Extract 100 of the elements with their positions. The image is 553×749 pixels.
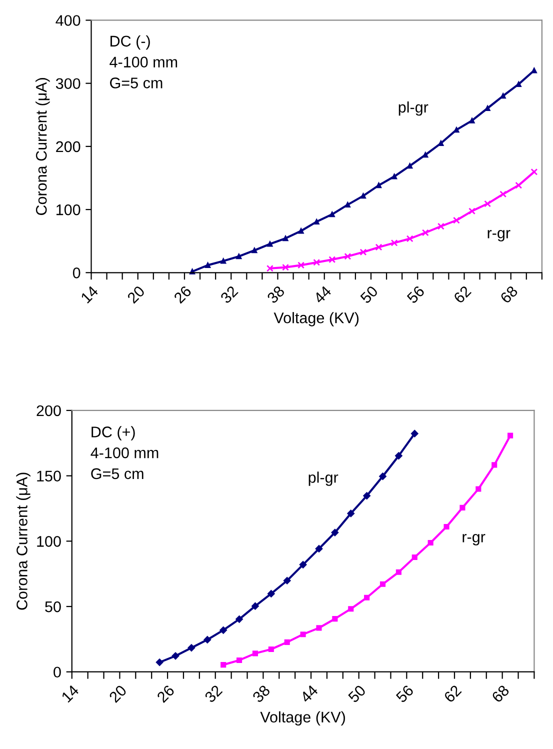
point	[515, 182, 522, 189]
point	[344, 202, 350, 208]
point	[468, 208, 476, 215]
x-tick-label: 32	[204, 684, 223, 704]
point	[332, 616, 338, 622]
x-tick-label: 68	[500, 285, 518, 304]
x-tick-label: 26	[156, 684, 175, 704]
series-label: r-gr	[462, 534, 486, 546]
point	[410, 430, 418, 438]
point	[348, 606, 354, 612]
point	[363, 492, 370, 500]
y-tick-label: 100	[56, 204, 80, 216]
point	[268, 646, 274, 652]
x-tick-label: 56	[395, 684, 414, 704]
annotation: DC (+) 4-100 mm G=5 cm	[90, 426, 158, 480]
point	[476, 486, 482, 492]
point	[360, 248, 367, 256]
point	[316, 625, 322, 631]
point	[406, 235, 414, 242]
point	[438, 140, 444, 146]
point	[282, 264, 289, 271]
x-tick-label: 56	[406, 285, 426, 304]
point	[220, 662, 226, 668]
point	[428, 540, 434, 546]
point	[500, 190, 507, 198]
point	[395, 452, 402, 460]
point	[530, 168, 538, 176]
x-tick-label: 20	[126, 285, 146, 304]
point	[172, 652, 180, 660]
point	[492, 462, 498, 468]
x-tick-label: 38	[252, 684, 271, 704]
x-tick-label: 62	[453, 285, 472, 304]
point	[205, 262, 211, 268]
x-tick-label: 44	[312, 285, 332, 304]
point	[298, 262, 305, 269]
y-tick-label: 0	[54, 666, 61, 678]
point	[299, 561, 307, 568]
point	[364, 594, 370, 600]
x-tick-label: 32	[220, 285, 239, 304]
y-tick-label: 50	[45, 601, 61, 612]
point	[252, 650, 258, 656]
point	[390, 239, 398, 246]
point	[268, 590, 275, 598]
x-axis-title: Voltage (KV)	[274, 312, 359, 326]
point	[314, 218, 320, 224]
point	[220, 626, 227, 634]
point	[283, 576, 291, 584]
point	[188, 644, 196, 652]
point	[380, 581, 386, 587]
x-tick-label: 50	[348, 684, 366, 704]
point	[412, 554, 418, 560]
point	[347, 510, 355, 518]
y-tick-label: 300	[56, 78, 80, 90]
point	[252, 602, 259, 610]
point	[452, 216, 460, 224]
point	[300, 632, 306, 638]
point	[375, 244, 382, 251]
x-tick-label: 14	[80, 285, 99, 304]
x-tick-label: 50	[360, 285, 378, 304]
x-axis-title: Voltage (KV)	[260, 711, 345, 726]
series-label: r-gr	[488, 230, 510, 242]
point	[204, 636, 212, 644]
x-tick-label: 26	[173, 285, 192, 304]
y-tick-label: 400	[56, 15, 80, 26]
point	[328, 256, 336, 264]
x-tick-label: 62	[443, 684, 462, 704]
point	[236, 657, 242, 663]
point	[266, 264, 274, 272]
y-axis-title: Corona Current (μA)	[16, 472, 30, 610]
y-tick-label: 0	[72, 268, 80, 278]
point	[396, 569, 402, 575]
y-tick-label: 200	[36, 405, 61, 416]
point	[437, 222, 444, 230]
point	[156, 658, 164, 666]
point	[422, 229, 429, 236]
y-tick-label: 200	[56, 141, 80, 152]
y-tick-label: 100	[37, 536, 61, 547]
series-label: pl-gr	[398, 101, 428, 116]
x-tick-label: 20	[108, 684, 128, 704]
x-tick-label: 44	[300, 684, 319, 704]
point	[379, 472, 386, 480]
point	[484, 105, 490, 112]
point	[444, 524, 450, 530]
point	[331, 528, 339, 536]
x-tick-label: 38	[266, 285, 286, 304]
point	[460, 504, 466, 510]
point	[484, 200, 492, 208]
point	[313, 258, 320, 266]
point	[344, 252, 352, 260]
y-axis-title: Corona Current (μA)	[36, 78, 50, 216]
point	[469, 118, 475, 124]
point	[284, 639, 290, 645]
x-tick-label: 68	[491, 684, 510, 704]
point	[508, 432, 514, 438]
annotation: DC (-) 4-100 mm G=5 cm	[110, 35, 178, 88]
y-tick-label: 150	[37, 470, 61, 482]
x-tick-label: 14	[61, 684, 80, 703]
series-label: pl-gr	[308, 472, 338, 486]
point	[236, 616, 243, 623]
point	[315, 545, 323, 552]
